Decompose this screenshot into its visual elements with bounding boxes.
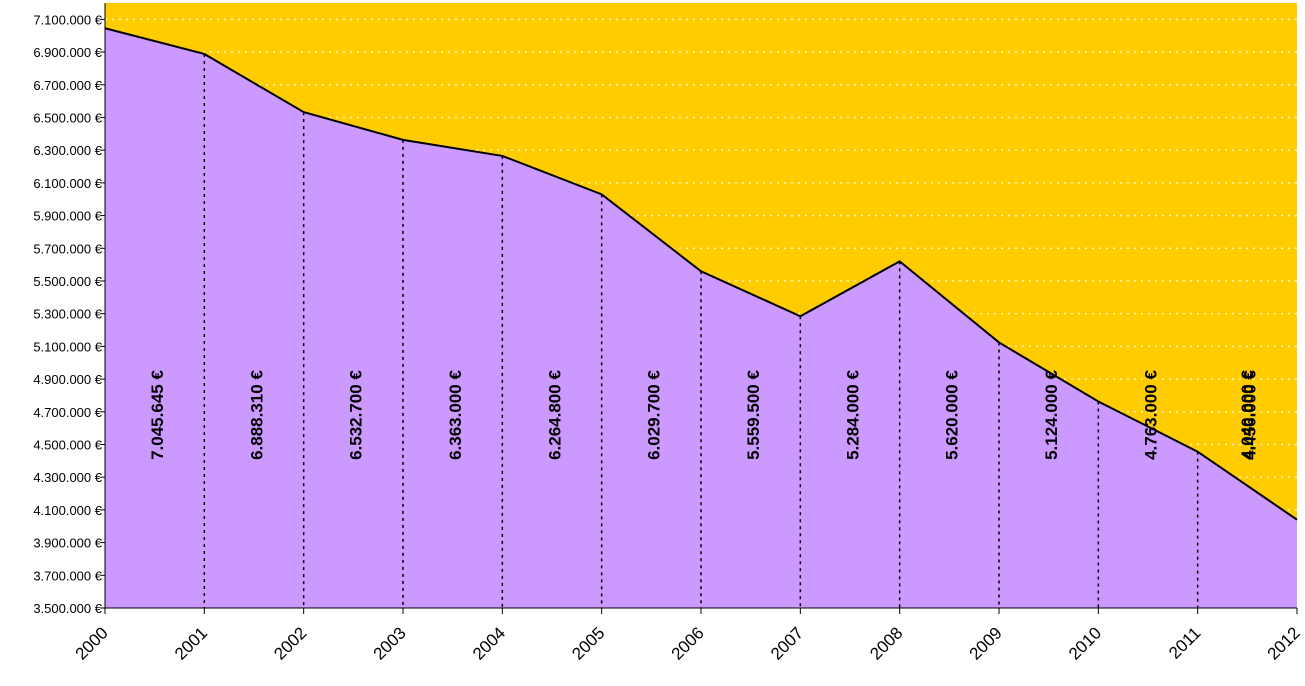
value-label: 4.763.000 € bbox=[1141, 370, 1160, 460]
y-tick-label: 4.700.000 € bbox=[33, 405, 102, 420]
y-tick-label: 4.500.000 € bbox=[33, 437, 102, 452]
y-tick-label: 6.100.000 € bbox=[33, 176, 102, 191]
value-label: 5.559.500 € bbox=[744, 370, 763, 460]
value-label: 5.124.000 € bbox=[1042, 370, 1061, 460]
x-tick-label: 2004 bbox=[469, 623, 509, 663]
y-tick-label: 6.700.000 € bbox=[33, 78, 102, 93]
x-tick-label: 2010 bbox=[1065, 623, 1105, 663]
y-tick-label: 5.500.000 € bbox=[33, 274, 102, 289]
value-label: 4.456.000 € bbox=[1241, 370, 1260, 460]
y-tick-label: 5.100.000 € bbox=[33, 339, 102, 354]
x-tick-label: 2005 bbox=[568, 623, 608, 663]
y-tick-label: 4.900.000 € bbox=[33, 372, 102, 387]
x-tick-label: 2001 bbox=[171, 623, 211, 663]
x-tick-label: 2011 bbox=[1165, 623, 1204, 662]
y-tick-label: 7.100.000 € bbox=[33, 12, 102, 27]
x-tick-label: 2003 bbox=[370, 623, 410, 663]
y-tick-label: 3.500.000 € bbox=[33, 601, 102, 616]
value-label: 6.532.700 € bbox=[347, 370, 366, 460]
y-tick-label: 6.500.000 € bbox=[33, 110, 102, 125]
x-tick-label: 2000 bbox=[72, 623, 112, 663]
value-label: 6.264.800 € bbox=[545, 370, 564, 460]
y-tick-label: 3.700.000 € bbox=[33, 568, 102, 583]
x-tick-label: 2009 bbox=[966, 623, 1006, 663]
value-label: 6.029.700 € bbox=[645, 370, 664, 460]
value-label: 5.620.000 € bbox=[943, 370, 962, 460]
value-label: 6.888.310 € bbox=[247, 370, 266, 460]
y-tick-label: 5.300.000 € bbox=[33, 307, 102, 322]
x-tick-label: 2012 bbox=[1264, 623, 1304, 663]
y-tick-label: 3.900.000 € bbox=[33, 536, 102, 551]
x-tick-label: 2006 bbox=[668, 623, 708, 663]
value-label: 5.284.000 € bbox=[843, 370, 862, 460]
y-tick-label: 5.700.000 € bbox=[33, 241, 102, 256]
x-tick-label: 2007 bbox=[767, 623, 807, 663]
x-tick-label: 2002 bbox=[270, 623, 310, 663]
value-label: 7.045.645 € bbox=[148, 370, 167, 460]
y-tick-label: 4.300.000 € bbox=[33, 470, 102, 485]
y-tick-label: 6.300.000 € bbox=[33, 143, 102, 158]
value-label: 6.363.000 € bbox=[446, 370, 465, 460]
y-tick-label: 5.900.000 € bbox=[33, 209, 102, 224]
value-label: 4.040.000 € bbox=[1238, 370, 1257, 460]
x-tick-label: 2008 bbox=[866, 623, 906, 663]
y-tick-label: 4.100.000 € bbox=[33, 503, 102, 518]
y-tick-label: 6.900.000 € bbox=[33, 45, 102, 60]
